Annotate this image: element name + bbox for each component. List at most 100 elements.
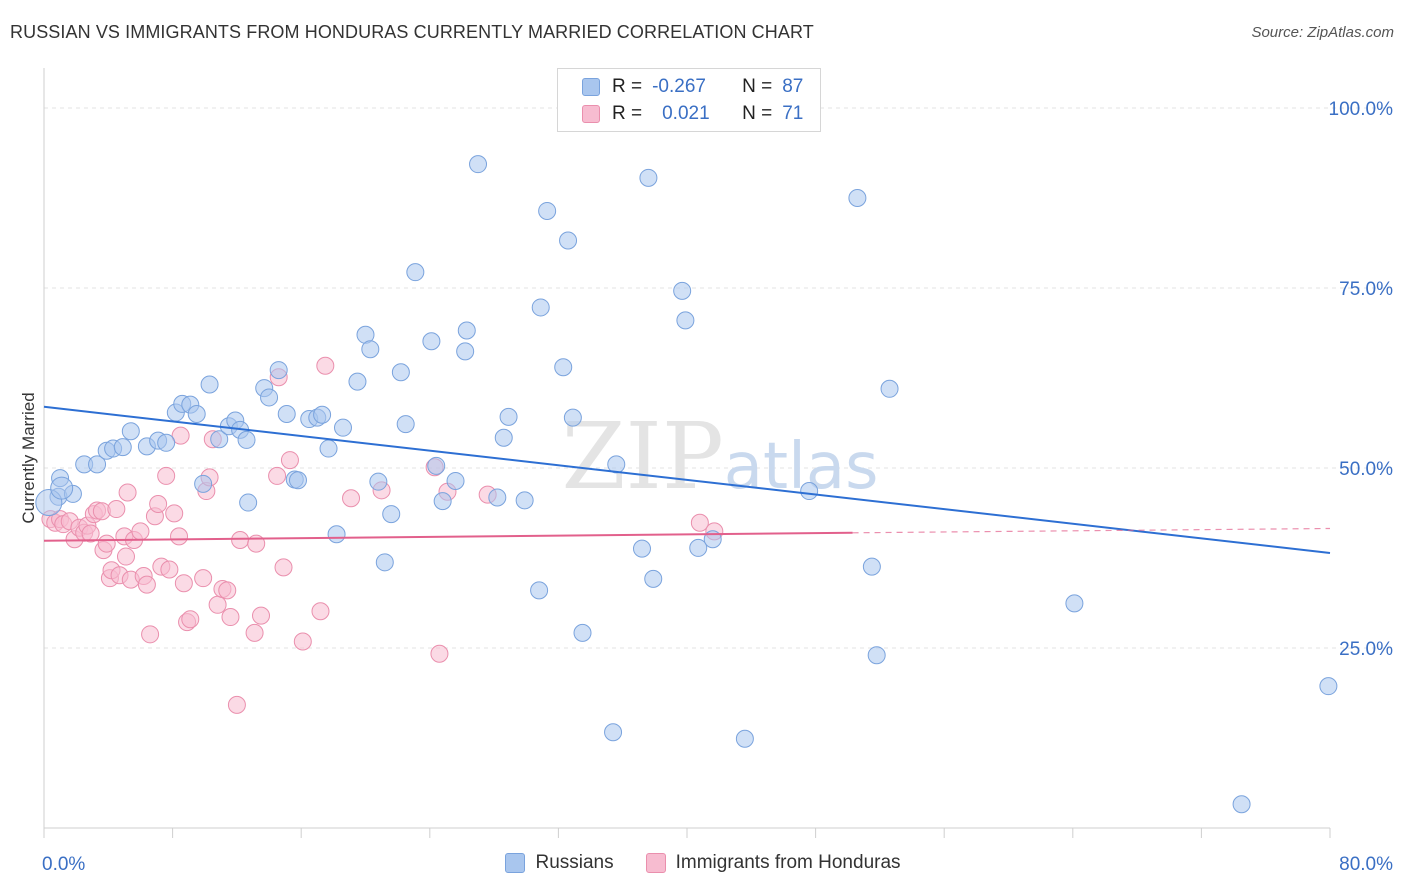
data-point — [137, 575, 156, 594]
data-point — [319, 439, 338, 458]
data-point — [274, 558, 293, 577]
legend-r-label: R = — [612, 76, 643, 97]
data-point — [676, 311, 695, 330]
trend-lines — [43, 405, 1331, 554]
data-point — [531, 298, 550, 317]
y-tick-label: 100.0% — [1329, 99, 1394, 120]
legend-swatch-honduras — [582, 105, 600, 123]
data-point — [446, 471, 465, 490]
data-point — [174, 574, 193, 593]
data-point — [239, 493, 258, 512]
data-point — [187, 405, 206, 423]
series-russians-points — [35, 155, 1338, 814]
data-point — [361, 340, 380, 359]
data-point — [237, 430, 256, 449]
data-point — [210, 430, 229, 449]
data-point — [333, 418, 352, 437]
data-point — [88, 455, 107, 474]
data-point — [107, 500, 126, 519]
data-point — [141, 625, 160, 644]
y-tick-label: 75.0% — [1339, 279, 1393, 300]
data-point — [157, 433, 176, 452]
data-point — [690, 513, 709, 532]
data-point — [644, 569, 663, 588]
data-point — [538, 201, 557, 220]
trend-line-extension — [852, 527, 1331, 534]
data-point — [311, 602, 330, 621]
legend-item-honduras: Immigrants from Honduras — [645, 852, 901, 874]
data-point — [118, 483, 137, 502]
data-point — [563, 408, 582, 427]
data-point — [880, 379, 899, 398]
data-point — [194, 569, 213, 588]
axes — [43, 68, 1331, 838]
x-tick-label: 80.0% — [1339, 854, 1393, 875]
data-point — [639, 168, 658, 187]
watermark: ZIPatlas — [562, 403, 879, 510]
data-point — [149, 495, 168, 513]
tick-labels: 25.0% 50.0% 75.0% 100.0% 0.0% 80.0% Currently … — [19, 99, 1393, 875]
data-point — [632, 539, 651, 558]
legend-r-label: R = — [612, 103, 643, 124]
data-point — [800, 482, 819, 501]
legend-label-honduras: Immigrants from Honduras — [675, 852, 901, 873]
data-point — [456, 342, 475, 361]
data-point — [488, 488, 507, 507]
data-point — [252, 606, 271, 625]
trend-line — [43, 531, 853, 542]
data-point — [227, 695, 246, 714]
data-point — [157, 466, 176, 485]
data-point — [288, 471, 307, 490]
legend-n-value: 87 — [782, 76, 804, 97]
x-tick-label: 0.0% — [42, 854, 85, 875]
data-point — [867, 646, 886, 665]
grid-lines — [44, 107, 1392, 649]
y-tick-label: 50.0% — [1339, 459, 1393, 480]
y-axis-label: Currently Married — [19, 392, 38, 523]
data-point — [245, 623, 264, 642]
source-label: Source: ZipAtlas.com — [1251, 24, 1394, 41]
data-point — [208, 595, 227, 614]
legend-n-label: N = — [742, 76, 773, 97]
data-point — [457, 321, 476, 340]
data-point — [530, 581, 549, 600]
stats-legend: R = -0.267 N = 87 R = 0.021 N = 71 — [557, 68, 821, 132]
legend-row-honduras: R = 0.021 N = 71 — [582, 100, 803, 128]
data-point — [554, 358, 573, 377]
data-point — [862, 557, 881, 576]
data-point — [81, 524, 100, 543]
data-point — [573, 623, 592, 642]
data-point — [116, 547, 135, 566]
data-point — [121, 422, 140, 441]
legend-label-russians: Russians — [535, 852, 614, 873]
data-point — [131, 522, 150, 541]
data-point — [406, 263, 425, 282]
data-point — [348, 372, 367, 391]
data-point — [313, 405, 332, 424]
data-point — [160, 560, 179, 579]
data-point — [427, 456, 446, 475]
data-point — [342, 489, 361, 508]
legend-r-value: 0.021 — [662, 103, 710, 124]
data-point — [316, 356, 335, 375]
legend-r-value: -0.267 — [652, 76, 706, 97]
data-point — [375, 553, 394, 572]
data-point — [327, 525, 346, 544]
data-point — [369, 472, 388, 491]
data-point — [607, 455, 626, 474]
series-honduras-points — [41, 356, 724, 714]
data-point — [269, 361, 288, 380]
data-point — [231, 531, 250, 549]
data-point — [97, 534, 116, 553]
trend-line — [43, 405, 1331, 554]
data-point — [559, 231, 578, 250]
watermark-zip: ZIP — [562, 403, 724, 510]
data-point — [604, 723, 623, 742]
chart-title: RUSSIAN VS IMMIGRANTS FROM HONDURAS CURR… — [10, 22, 814, 42]
data-point — [433, 492, 452, 511]
data-point — [170, 527, 189, 546]
series-legend: Russians Immigrants from Honduras — [0, 852, 1406, 874]
data-point — [515, 491, 534, 510]
data-point — [1319, 677, 1338, 696]
